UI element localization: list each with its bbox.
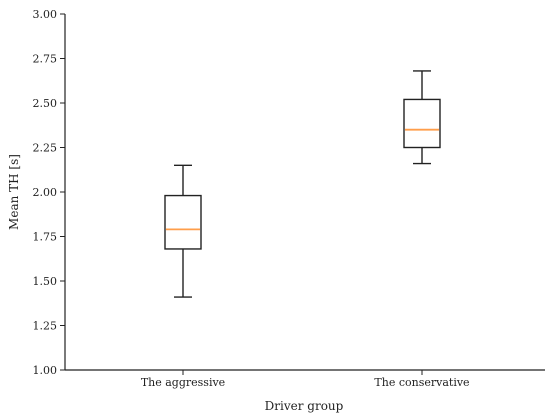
y-tick-label: 2.50 xyxy=(33,97,58,110)
y-tick-label: 2.75 xyxy=(33,53,58,66)
x-axis-label: Driver group xyxy=(265,399,344,413)
y-tick-label: 2.00 xyxy=(33,186,58,199)
y-axis-label: Mean TH [s] xyxy=(7,154,21,230)
plot-area: 1.00 1.25 1.50 1.75 2.00 2.25 2.50 2.75 3.00 The … xyxy=(33,8,545,389)
x-tick-label: The aggressive xyxy=(141,376,225,389)
y-tick-label: 2.25 xyxy=(33,142,58,155)
y-tick-label: 1.75 xyxy=(33,231,58,244)
y-tick-label: 1.50 xyxy=(33,275,58,288)
y-tick-label: 1.00 xyxy=(33,364,58,377)
iqr-box xyxy=(164,194,202,250)
iqr-box xyxy=(403,98,441,149)
x-tick-label: The conservative xyxy=(374,376,469,389)
y-tick-label: 1.25 xyxy=(33,320,58,333)
y-tick-label: 3.00 xyxy=(33,8,58,21)
